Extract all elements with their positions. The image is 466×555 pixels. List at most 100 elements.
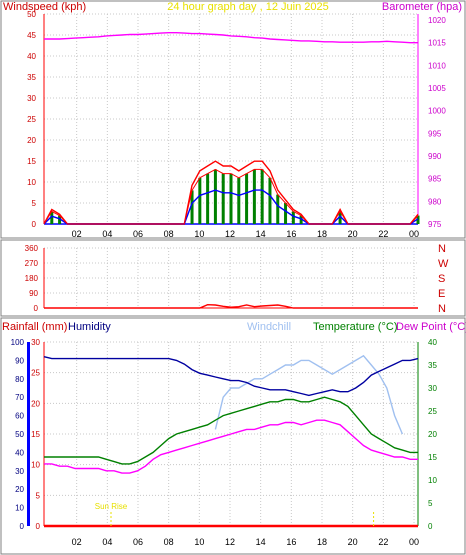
wind-tick-label: 20 xyxy=(27,136,36,145)
wind-tick-label: 0 xyxy=(32,220,37,229)
direction-tick-label: 0 xyxy=(34,304,39,313)
rainfall-tick-label: 25 xyxy=(31,369,40,378)
x-tick-label-wind: 04 xyxy=(102,229,112,239)
temperature-tick-label: 30 xyxy=(428,384,437,393)
barometer-line xyxy=(44,32,418,44)
humidity-tick-label: 100 xyxy=(11,338,25,347)
rainfall-tick-label: 10 xyxy=(31,461,40,470)
humidity-tick-label: 60 xyxy=(15,412,24,421)
barometer-tick-label: 1010 xyxy=(428,61,446,70)
graph-title: 24 hour graph day , 12 Juin 2025 xyxy=(167,1,328,13)
wind-tick-label: 25 xyxy=(27,115,36,124)
x-tick-label-wind: 06 xyxy=(133,229,143,239)
x-tick-label-wind: 16 xyxy=(286,229,296,239)
humidity-tick-label: 30 xyxy=(15,467,24,476)
temperature-tick-label: 10 xyxy=(428,476,437,485)
dewpoint-line xyxy=(44,419,418,474)
wind-tick-label: 15 xyxy=(27,157,36,166)
x-tick-label-temperature: 12 xyxy=(225,537,235,547)
x-tick-label-wind: 22 xyxy=(378,229,388,239)
barometer-tick-label: 975 xyxy=(428,220,442,229)
temperature-tick-label: 20 xyxy=(428,430,437,439)
x-tick-label-wind: 18 xyxy=(317,229,327,239)
windchill-line xyxy=(214,354,404,435)
humidity-tick-label: 20 xyxy=(15,485,24,494)
x-tick-label-wind: 14 xyxy=(256,229,266,239)
barometer-tick-label: 990 xyxy=(428,152,442,161)
barometer-tick-label: 1005 xyxy=(428,84,446,93)
barometer-tick-label: 995 xyxy=(428,129,442,138)
temperature-line xyxy=(44,396,418,465)
compass-label: S xyxy=(438,273,445,285)
temperature-tick-label: 40 xyxy=(428,338,437,347)
x-tick-label-temperature: 10 xyxy=(194,537,204,547)
rainfall-tick-label: 5 xyxy=(36,491,41,500)
x-tick-label-wind: 00 xyxy=(409,229,419,239)
wind-tick-label: 30 xyxy=(27,94,36,103)
temperature-tick-label: 25 xyxy=(428,407,437,416)
wind-tick-label: 10 xyxy=(27,178,36,187)
humidity-line xyxy=(43,356,419,397)
compass-label: W xyxy=(438,258,449,270)
humidity-tick-label: 80 xyxy=(15,375,24,384)
barometer-tick-label: 980 xyxy=(428,197,442,206)
x-tick-label-temperature: 04 xyxy=(102,537,112,547)
x-tick-label-temperature: 02 xyxy=(72,537,82,547)
barometer-axis-title: Barometer (hpa) xyxy=(382,1,462,13)
x-tick-label-wind: 20 xyxy=(348,229,358,239)
humidity-tick-label: 10 xyxy=(15,504,24,513)
x-tick-label-temperature: 14 xyxy=(256,537,266,547)
x-tick-label-temperature: 06 xyxy=(133,537,143,547)
rainfall-tick-label: 20 xyxy=(31,399,40,408)
wind-tick-label: 5 xyxy=(32,199,37,208)
humidity-tick-label: 50 xyxy=(15,430,24,439)
barometer-tick-label: 1000 xyxy=(428,107,446,116)
direction-tick-label: 180 xyxy=(25,274,39,283)
x-tick-label-wind: 08 xyxy=(164,229,174,239)
x-tick-label-temperature: 16 xyxy=(286,537,296,547)
wind-tick-label: 45 xyxy=(27,31,36,40)
x-tick-label-temperature: 22 xyxy=(378,537,388,547)
compass-label: N xyxy=(438,303,446,315)
windspeed-line xyxy=(43,168,419,225)
wind-tick-label: 50 xyxy=(27,10,36,19)
humidity-tick-label: 90 xyxy=(15,356,24,365)
temperature-panel-frame xyxy=(0,317,466,555)
dewpoint-legend: Dew Point (°C) xyxy=(396,321,466,333)
rainfall-axis-title: Rainfall (mm) xyxy=(2,321,67,333)
barometer-tick-label: 985 xyxy=(428,175,442,184)
humidity-tick-label: 40 xyxy=(15,448,24,457)
direction-tick-label: 360 xyxy=(25,244,39,253)
temperature-tick-label: 5 xyxy=(428,499,433,508)
direction-tick-label: 90 xyxy=(29,289,38,298)
x-tick-label-temperature: 20 xyxy=(348,537,358,547)
windchill-legend: Windchill xyxy=(247,321,291,333)
wind-tick-label: 40 xyxy=(27,52,36,61)
humidity-tick-label: 0 xyxy=(20,522,25,531)
rainfall-tick-label: 0 xyxy=(36,522,41,531)
x-tick-label-wind: 12 xyxy=(225,229,235,239)
sunrise-label: Sun Rise xyxy=(95,502,128,511)
temperature-tick-label: 0 xyxy=(428,522,433,531)
compass-label: E xyxy=(438,288,445,300)
humidity-axis-bar xyxy=(27,342,30,526)
humidity-axis-title: Humidity xyxy=(68,321,111,333)
compass-label: N xyxy=(438,243,446,255)
humidity-tick-label: 70 xyxy=(15,393,24,402)
temperature-tick-label: 15 xyxy=(428,453,437,462)
x-tick-label-temperature: 08 xyxy=(164,537,174,547)
rainfall-tick-label: 15 xyxy=(31,430,40,439)
barometer-tick-label: 1015 xyxy=(428,39,446,48)
rainfall-tick-label: 30 xyxy=(31,338,40,347)
wind-direction-line xyxy=(44,303,418,309)
temperature-tick-label: 35 xyxy=(428,361,437,370)
x-tick-label-temperature: 00 xyxy=(409,537,419,547)
barometer-tick-label: 1020 xyxy=(428,16,446,25)
windspeed-axis-title: Windspeed (kph) xyxy=(3,1,86,13)
x-tick-label-wind: 02 xyxy=(72,229,82,239)
wind-tick-label: 35 xyxy=(27,73,36,82)
x-tick-label-wind: 10 xyxy=(194,229,204,239)
direction-tick-label: 270 xyxy=(25,259,39,268)
x-tick-label-temperature: 18 xyxy=(317,537,327,547)
